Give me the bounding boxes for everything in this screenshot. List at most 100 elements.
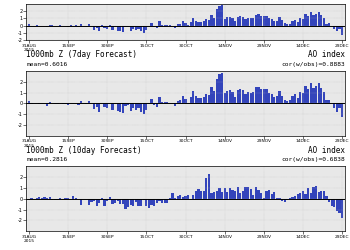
- Bar: [338, 199, 341, 212]
- Bar: [255, 87, 257, 103]
- Bar: [307, 188, 309, 199]
- Bar: [292, 20, 294, 26]
- Bar: [252, 195, 254, 199]
- Bar: [237, 90, 239, 103]
- Bar: [132, 199, 134, 206]
- Bar: [284, 100, 286, 103]
- Bar: [326, 24, 328, 26]
- Bar: [341, 26, 343, 35]
- Bar: [106, 26, 108, 29]
- Bar: [333, 26, 335, 29]
- Bar: [276, 96, 278, 103]
- Bar: [88, 199, 90, 205]
- Bar: [213, 192, 215, 199]
- Bar: [62, 103, 64, 104]
- Bar: [150, 199, 153, 205]
- Text: 1000mb Z (7day Forecast): 1000mb Z (7day Forecast): [26, 50, 137, 59]
- Bar: [169, 198, 171, 199]
- Bar: [111, 103, 113, 110]
- Bar: [310, 194, 312, 199]
- Bar: [258, 190, 260, 199]
- Bar: [229, 17, 231, 26]
- Bar: [218, 188, 220, 199]
- Bar: [312, 15, 315, 26]
- Bar: [148, 103, 150, 104]
- Bar: [331, 199, 333, 206]
- Bar: [244, 94, 247, 103]
- Bar: [145, 103, 147, 110]
- Bar: [252, 18, 254, 26]
- Bar: [200, 98, 202, 103]
- Bar: [98, 26, 100, 32]
- Bar: [273, 96, 275, 103]
- Bar: [142, 199, 145, 200]
- Bar: [190, 22, 192, 26]
- Bar: [284, 24, 286, 26]
- Bar: [310, 12, 312, 26]
- Bar: [130, 199, 132, 205]
- Bar: [158, 22, 161, 26]
- Bar: [49, 25, 51, 26]
- Bar: [117, 103, 119, 111]
- Bar: [161, 199, 163, 203]
- Bar: [28, 24, 30, 26]
- Bar: [192, 18, 195, 26]
- Bar: [119, 103, 121, 112]
- Bar: [56, 199, 59, 200]
- Bar: [244, 187, 247, 199]
- Text: mean=0.2816: mean=0.2816: [26, 158, 68, 162]
- Bar: [135, 26, 137, 30]
- Bar: [315, 186, 317, 199]
- Bar: [250, 93, 252, 103]
- Bar: [132, 103, 134, 108]
- Bar: [70, 25, 72, 26]
- Bar: [328, 100, 330, 103]
- Bar: [226, 18, 229, 26]
- Bar: [234, 96, 236, 103]
- Bar: [163, 25, 166, 26]
- Bar: [140, 26, 142, 32]
- Bar: [169, 25, 171, 26]
- Bar: [184, 196, 187, 199]
- Bar: [197, 22, 199, 26]
- Bar: [46, 26, 48, 27]
- Bar: [260, 89, 262, 103]
- Bar: [197, 188, 199, 199]
- Bar: [336, 26, 338, 31]
- Bar: [166, 199, 168, 203]
- Bar: [203, 190, 205, 199]
- Bar: [338, 103, 341, 108]
- Bar: [59, 25, 61, 26]
- Bar: [326, 196, 328, 199]
- Bar: [132, 26, 134, 29]
- Bar: [117, 199, 119, 202]
- Bar: [221, 73, 223, 103]
- Bar: [158, 199, 161, 201]
- Bar: [36, 198, 38, 199]
- Bar: [64, 103, 67, 104]
- Bar: [104, 199, 106, 206]
- Bar: [172, 193, 174, 199]
- Bar: [49, 197, 51, 199]
- Bar: [54, 103, 56, 104]
- Bar: [77, 26, 79, 27]
- Bar: [156, 199, 158, 203]
- Bar: [184, 100, 187, 103]
- Bar: [231, 92, 233, 103]
- Bar: [197, 98, 199, 103]
- Bar: [312, 88, 315, 103]
- Bar: [250, 188, 252, 199]
- Bar: [208, 174, 210, 199]
- Bar: [315, 86, 317, 103]
- Bar: [96, 199, 98, 206]
- Bar: [255, 15, 257, 26]
- Bar: [203, 97, 205, 103]
- Bar: [161, 102, 163, 103]
- Bar: [200, 191, 202, 199]
- Bar: [208, 20, 210, 26]
- Bar: [336, 103, 338, 112]
- Bar: [297, 22, 299, 26]
- Bar: [336, 199, 338, 211]
- Bar: [135, 103, 137, 110]
- Bar: [195, 190, 197, 199]
